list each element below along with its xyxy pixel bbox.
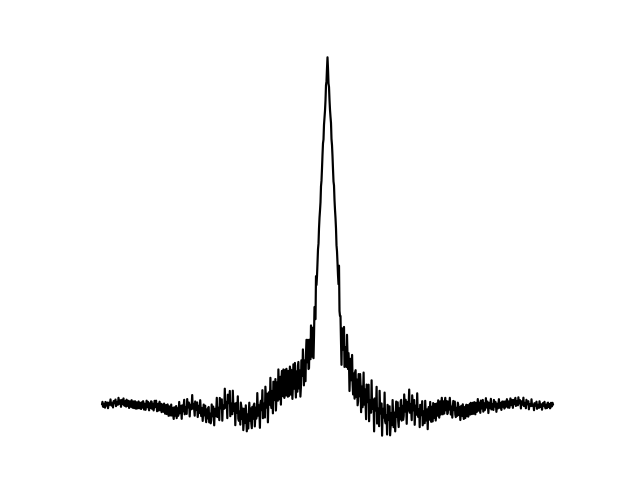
series-line-0 [100, 56, 555, 437]
plot-area [100, 56, 555, 437]
